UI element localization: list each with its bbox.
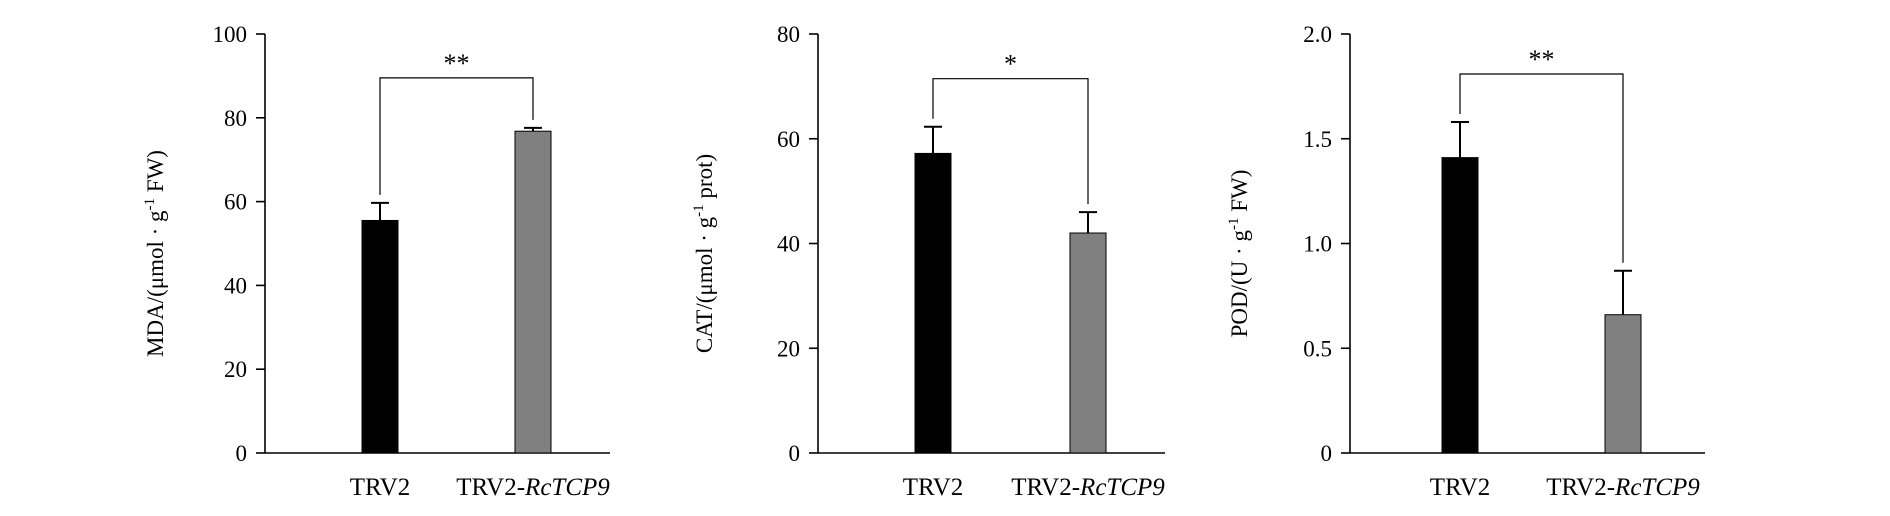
chart-1: 0 20 40 60 80 100 MDA/(μmol · g-1 FW) TRV2 TRV2-… xyxy=(142,22,610,501)
bar-1 xyxy=(914,152,952,454)
category-label-2: TRV2-RcTCP9 xyxy=(1011,474,1165,501)
bar-2 xyxy=(1069,232,1107,454)
y-axis-label: CAT/(μmol · g-1 prot) xyxy=(691,154,717,353)
significance-bracket xyxy=(932,78,1089,205)
y-tick-label: 80 xyxy=(224,106,247,131)
y-axis-label: MDA/(μmol · g-1 FW) xyxy=(142,150,168,357)
y-tick-label: 0 xyxy=(789,441,801,466)
y-tick-label: 100 xyxy=(213,22,248,47)
chart-2: 0 20 40 60 80 CAT/(μmol · g-1 prot) TRV2 TRV2-R… xyxy=(691,22,1165,501)
y-tick-label: 20 xyxy=(777,336,800,361)
significance-label: * xyxy=(1004,50,1017,79)
y-tick-label: 0 xyxy=(236,441,248,466)
y-tick-label: 20 xyxy=(224,357,247,382)
y-tick-label: 60 xyxy=(224,190,247,215)
chart-3: 0 0.5 1.0 1.5 2.0 POD/(U · g-1 FW) TRV2 TRV2-Rc… xyxy=(1226,22,1705,501)
significance-label: ** xyxy=(444,49,470,78)
category-label-1: TRV2 xyxy=(903,474,964,501)
y-tick-label: 0 xyxy=(1321,441,1333,466)
y-tick-label: 1.5 xyxy=(1303,127,1332,152)
y-tick-label: 1.0 xyxy=(1303,232,1332,257)
bar-1 xyxy=(361,219,399,454)
y-axis-label: POD/(U · g-1 FW) xyxy=(1226,170,1252,338)
category-label-2: TRV2-RcTCP9 xyxy=(456,474,610,501)
y-tick-label: 80 xyxy=(777,22,800,47)
y-tick-label: 40 xyxy=(224,273,247,298)
y-tick-label: 60 xyxy=(777,127,800,152)
significance-label: ** xyxy=(1529,45,1555,74)
y-tick-label: 2.0 xyxy=(1303,22,1332,47)
category-label-1: TRV2 xyxy=(350,474,411,501)
category-label-2: TRV2-RcTCP9 xyxy=(1546,474,1700,501)
y-tick-label: 0.5 xyxy=(1303,336,1332,361)
bar-2 xyxy=(514,130,552,454)
bar-2 xyxy=(1604,314,1642,454)
y-tick-label: 40 xyxy=(777,232,800,257)
bar-1 xyxy=(1441,157,1479,454)
significance-bracket xyxy=(379,77,534,195)
significance-bracket xyxy=(1459,73,1624,263)
category-label-1: TRV2 xyxy=(1430,474,1491,501)
